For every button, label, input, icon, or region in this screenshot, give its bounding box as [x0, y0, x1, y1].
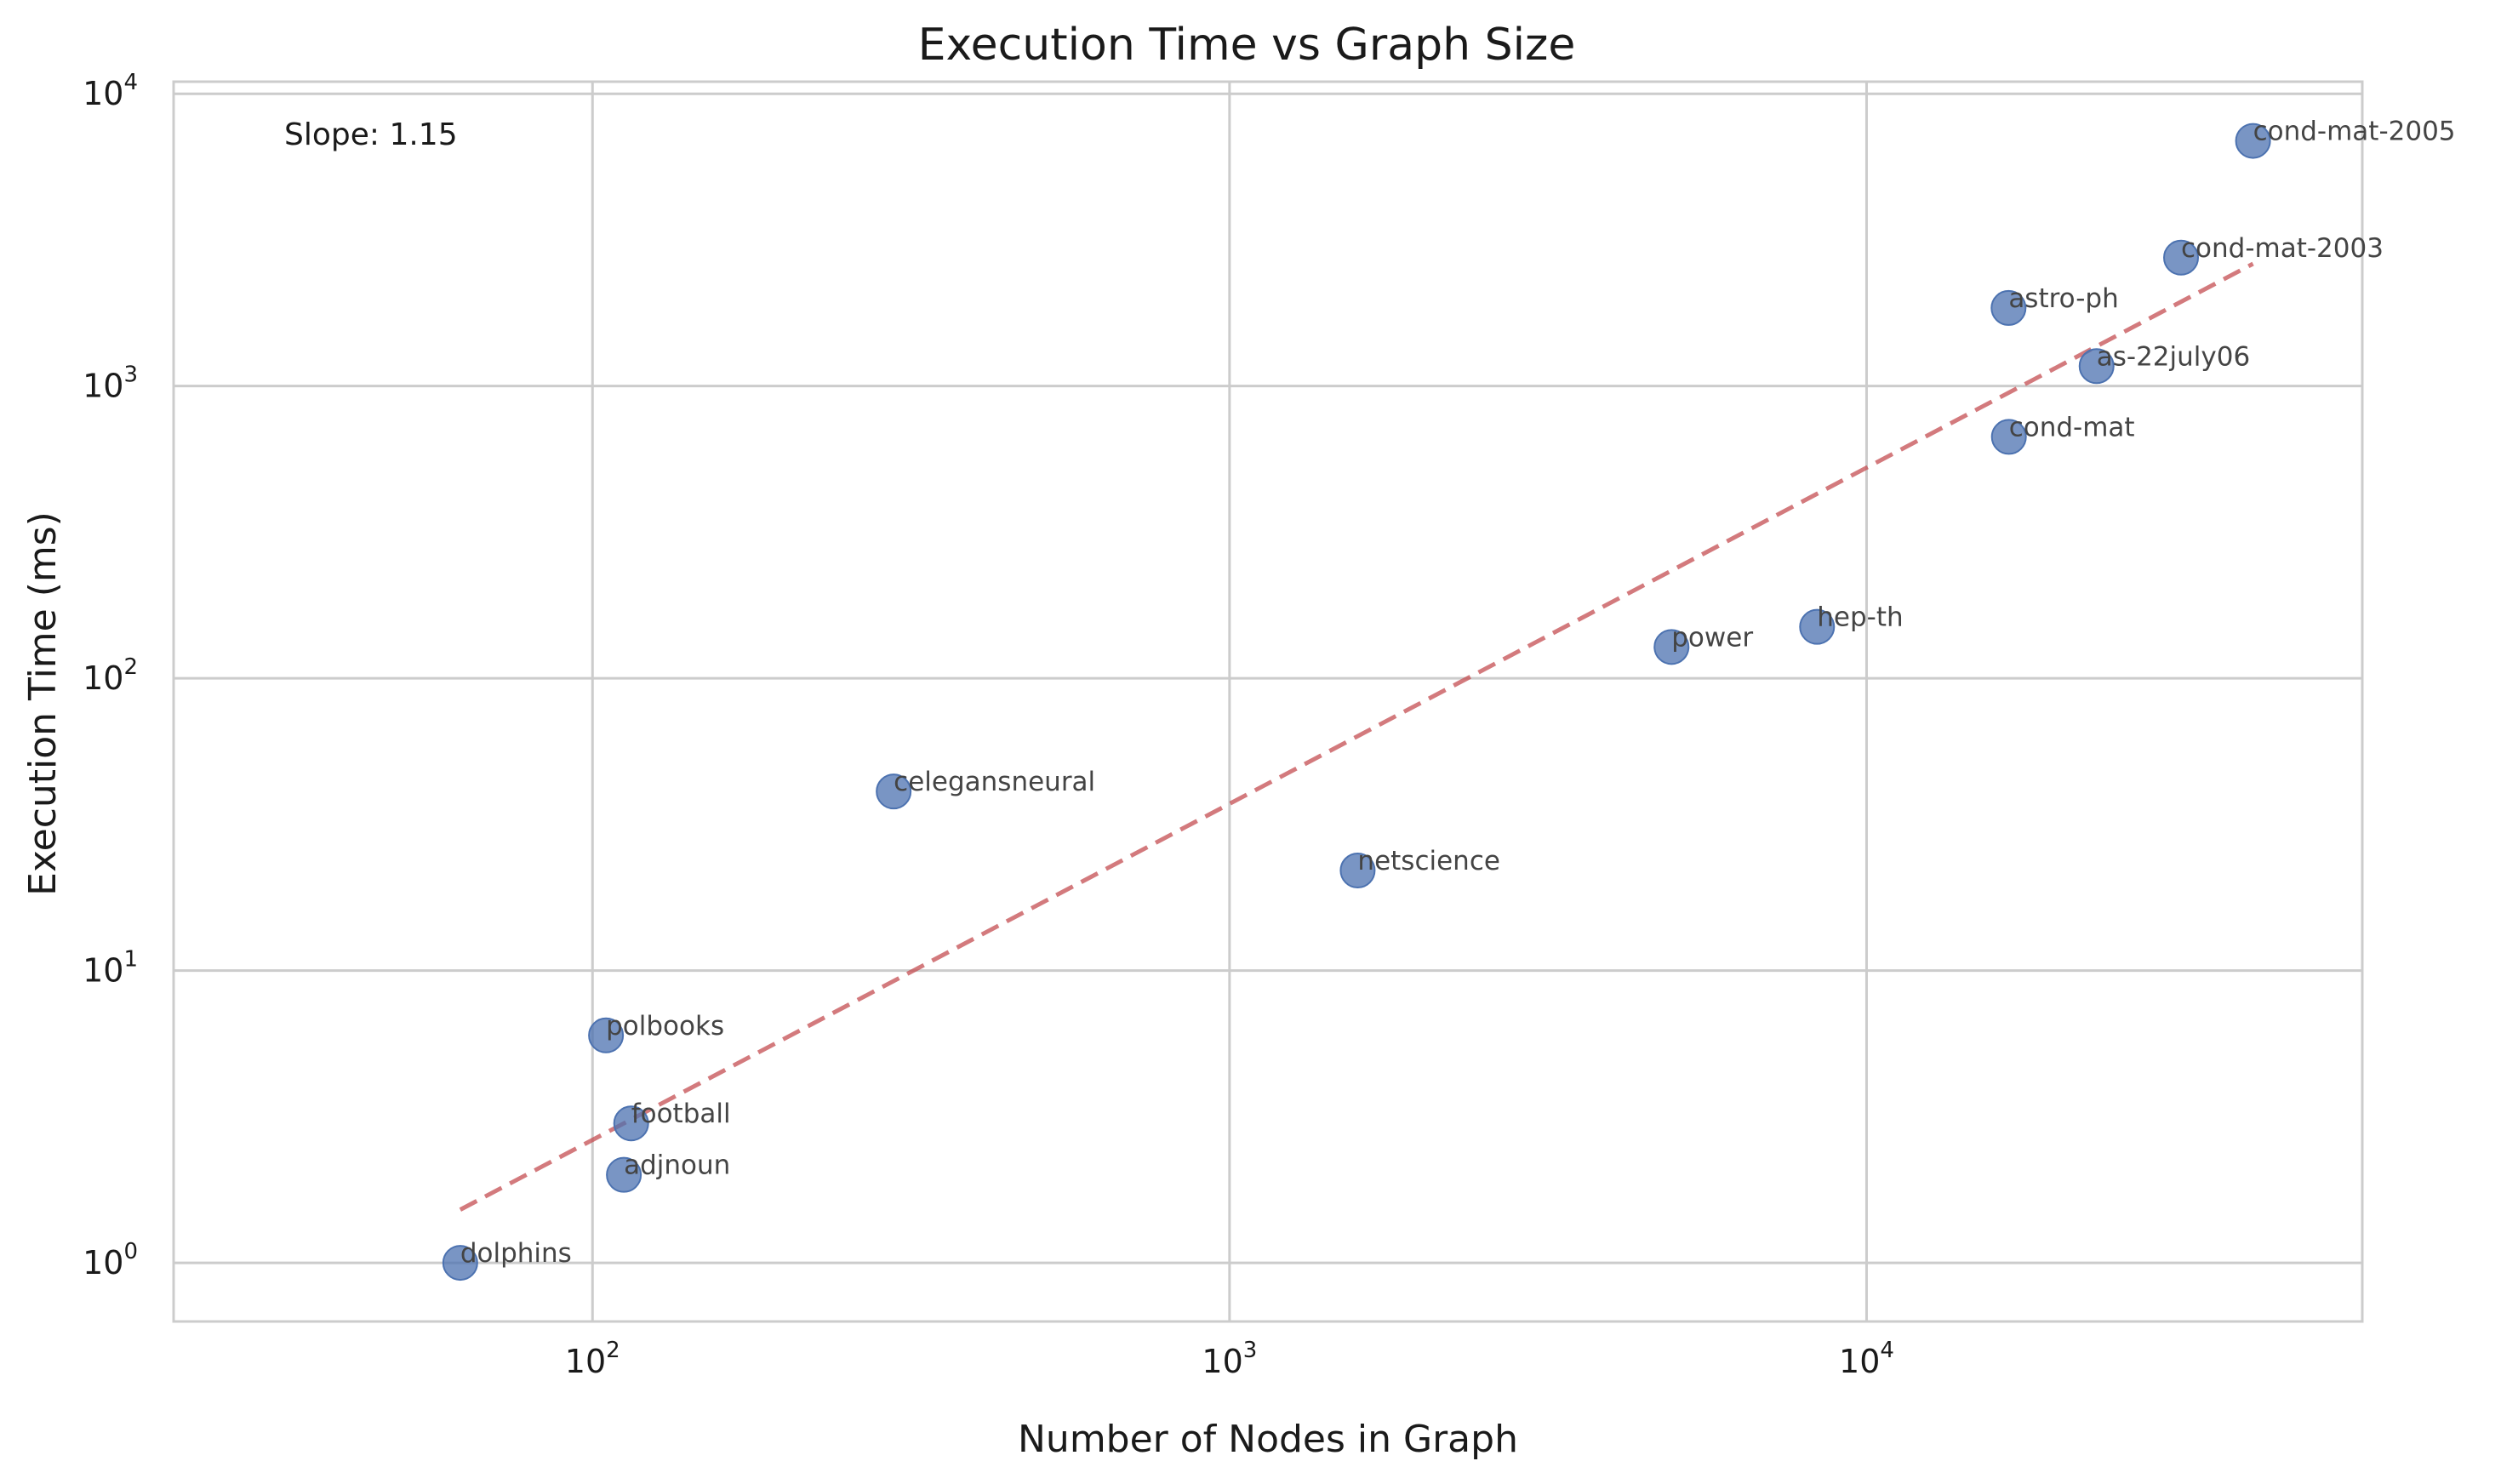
y-tick-label: 100 [83, 1239, 138, 1281]
point-label-cond-mat: cond-mat [2009, 412, 2135, 442]
x-axis-label: Number of Nodes in Graph [1018, 1418, 1518, 1461]
y-tick-label: 104 [83, 70, 138, 112]
x-tick-labels: 102 103 104 [565, 1338, 1894, 1380]
point-labels: dolphins polbooks football adjnoun celegansn… [460, 117, 2456, 1270]
x-tick-label: 102 [565, 1338, 620, 1380]
data-point-astro-ph [1990, 289, 2027, 326]
data-point-as-22july06 [2078, 348, 2115, 385]
data-point-cond-mat-2003 [2163, 239, 2200, 276]
y-axis-label: Execution Time (ms) [21, 511, 65, 896]
chart-title: Execution Time vs Graph Size [918, 20, 1576, 71]
data-point-power [1653, 629, 1690, 665]
data-point-netscience [1339, 853, 1376, 889]
data-point-polbooks [588, 1017, 625, 1053]
y-tick-label: 103 [83, 362, 138, 405]
fit-line [459, 261, 2254, 1212]
point-label-adjnoun: adjnoun [624, 1150, 730, 1181]
data-point-cond-mat-2005 [2235, 123, 2271, 159]
data-point-celegansneural [876, 773, 912, 810]
y-tick-label: 102 [83, 654, 138, 697]
point-label-astro-ph: astro-ph [2008, 283, 2118, 314]
point-label-hep-th: hep-th [1817, 602, 1903, 633]
point-label-football: football [631, 1099, 731, 1129]
point-label-cond-mat-2003: cond-mat-2003 [2181, 233, 2384, 264]
point-label-cond-mat-2005: cond-mat-2005 [2253, 117, 2456, 147]
point-label-polbooks: polbooks [606, 1011, 724, 1042]
data-point-football [613, 1105, 649, 1142]
x-tick-label: 103 [1202, 1338, 1257, 1380]
y-tick-label: 101 [83, 947, 138, 990]
x-tick-label: 104 [1839, 1338, 1894, 1380]
data-point-adjnoun [606, 1156, 642, 1193]
y-tick-labels: 100 101 102 103 104 [83, 70, 138, 1281]
data-point-dolphins [442, 1245, 478, 1281]
point-label-netscience: netscience [1357, 846, 1500, 876]
data-point-cond-mat [1990, 419, 2027, 455]
data-point-hep-th [1799, 608, 1836, 645]
data-points [442, 123, 2271, 1281]
point-label-celegansneural: celegansneural [894, 767, 1095, 797]
slope-annotation: Slope: 1.15 [284, 117, 458, 152]
grid-lines [174, 82, 2362, 1321]
point-label-power: power [1671, 622, 1753, 653]
plot-frame [172, 80, 2364, 1323]
point-label-as-22july06: as-22july06 [2097, 341, 2250, 372]
point-label-dolphins: dolphins [460, 1238, 572, 1269]
